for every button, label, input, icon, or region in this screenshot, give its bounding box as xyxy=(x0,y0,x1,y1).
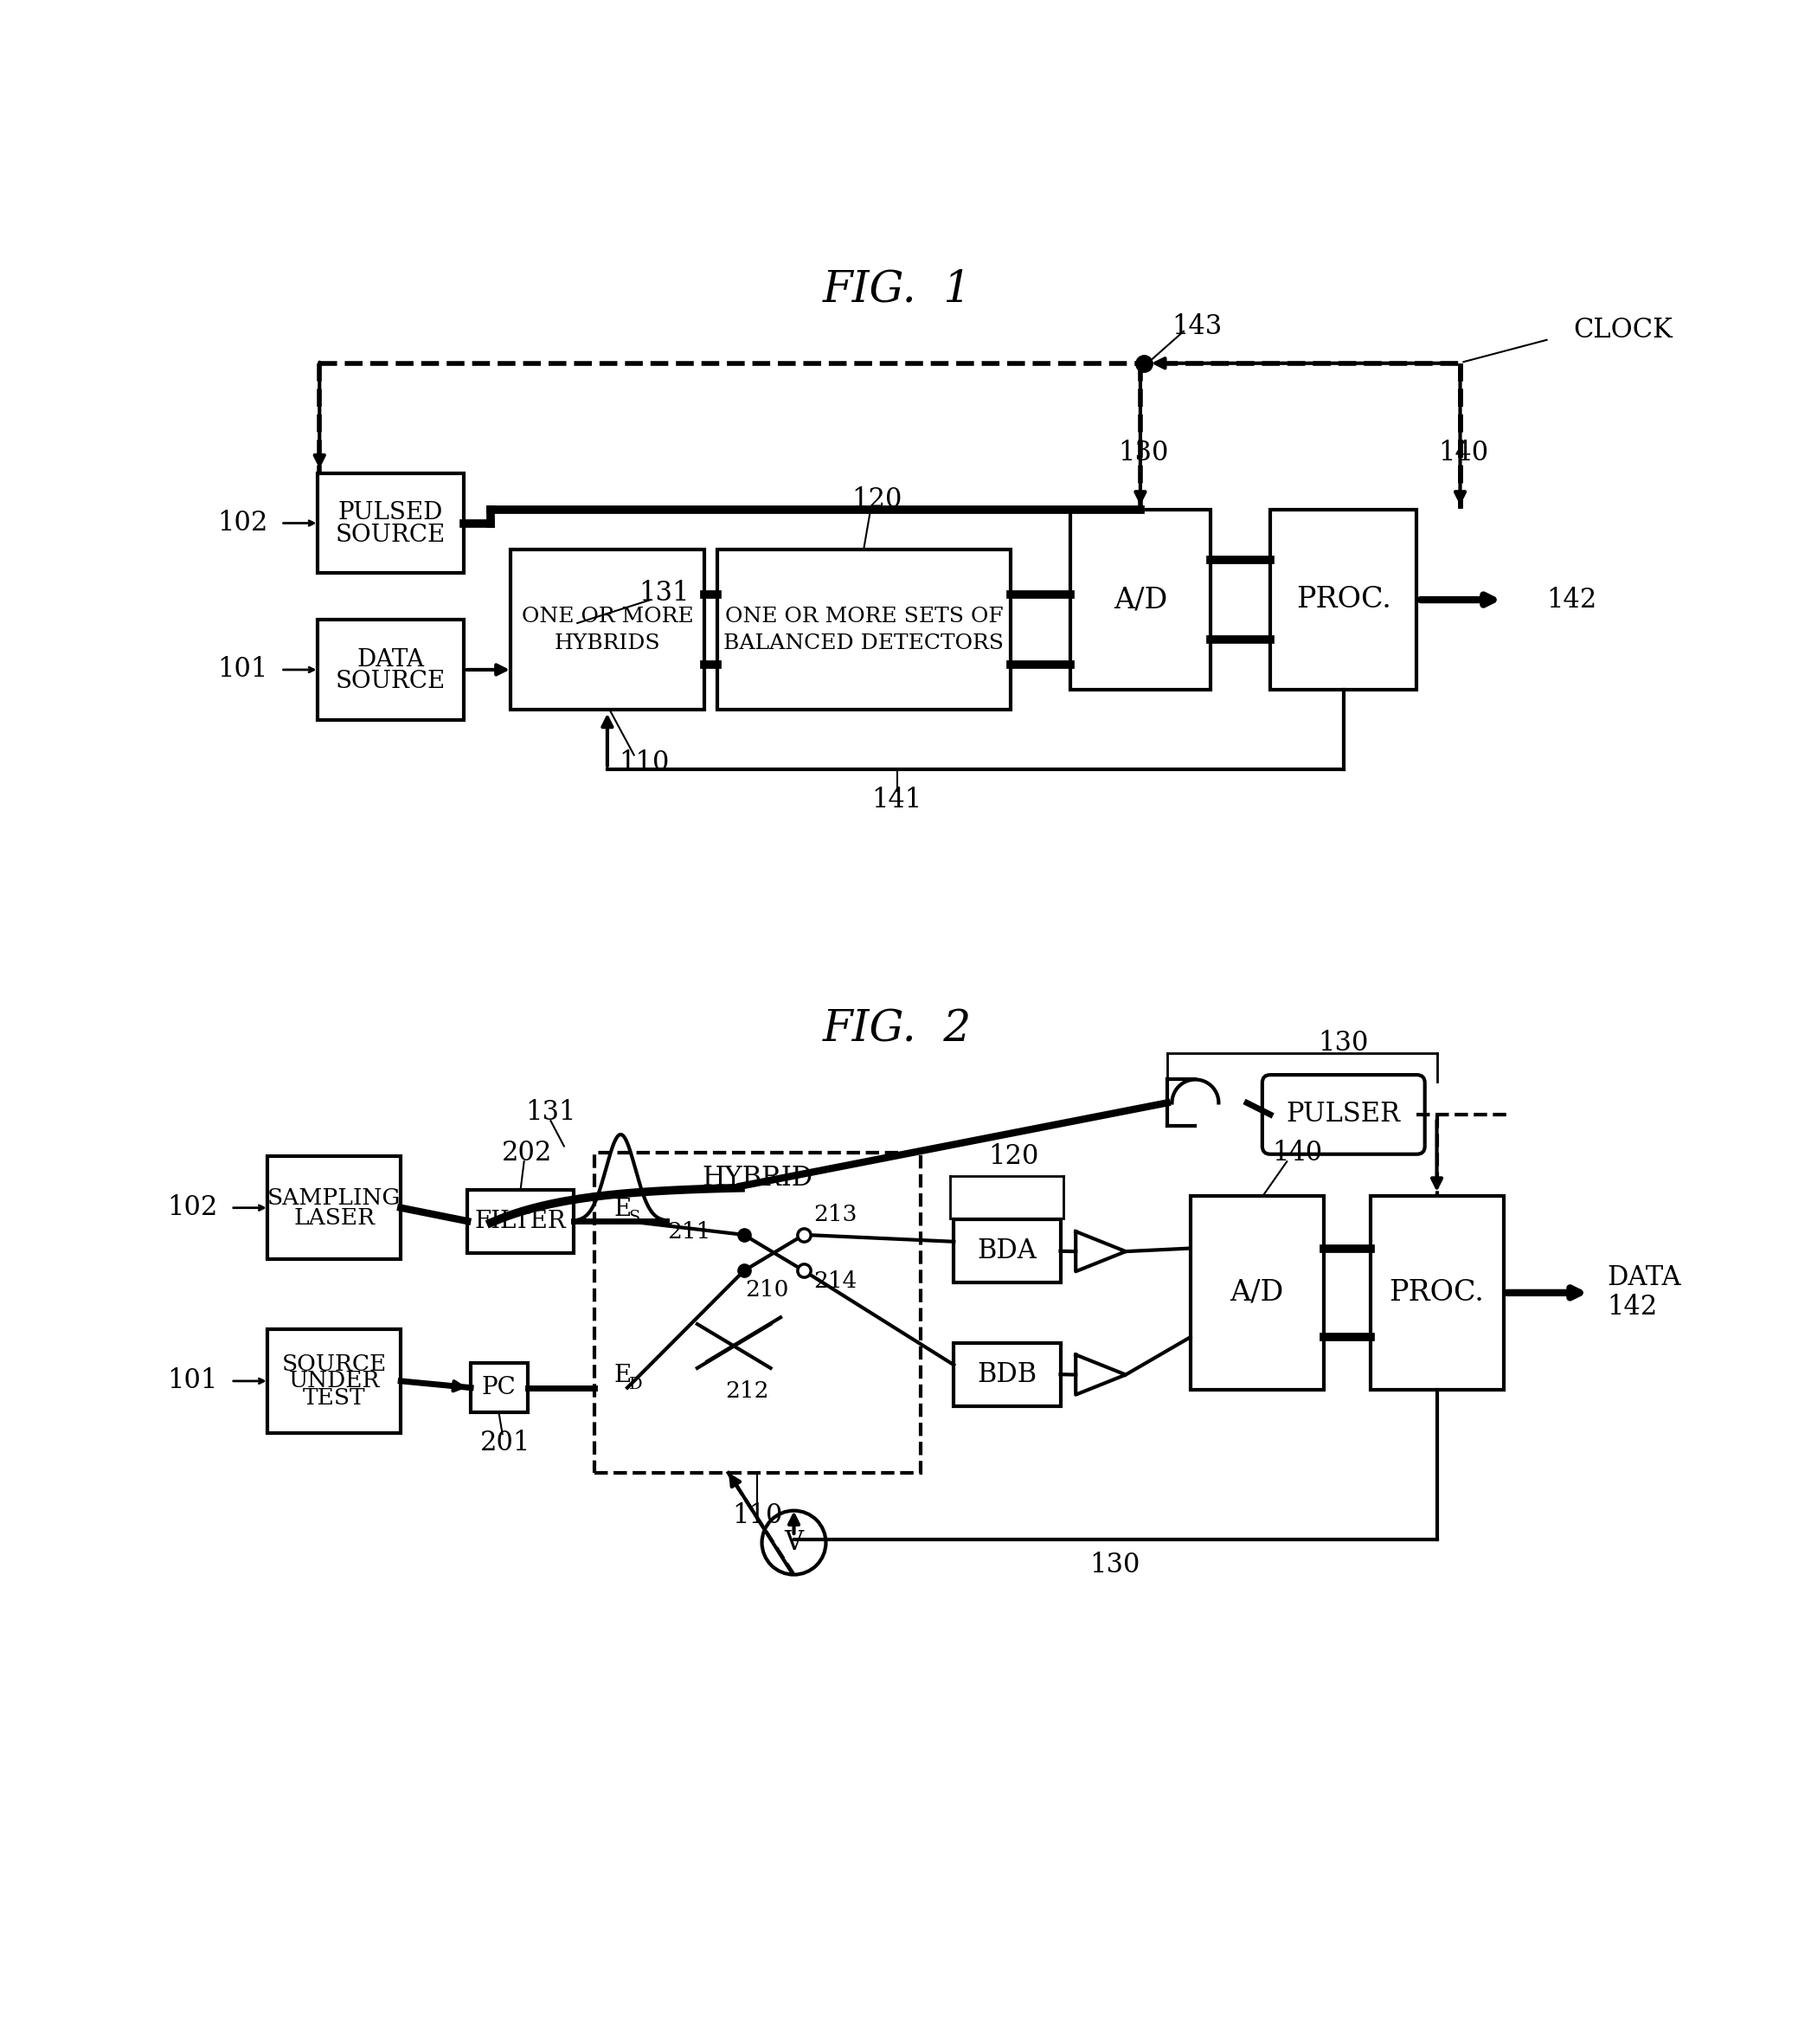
Bar xyxy=(954,1220,1061,1284)
Text: E: E xyxy=(614,1363,632,1388)
Text: 142: 142 xyxy=(1606,1294,1657,1320)
Text: PROC.: PROC. xyxy=(1297,587,1391,613)
Text: 214: 214 xyxy=(813,1269,857,1292)
Text: 202: 202 xyxy=(502,1139,552,1167)
Text: PC: PC xyxy=(482,1376,516,1400)
Text: V: V xyxy=(784,1529,804,1555)
Text: 130: 130 xyxy=(1119,439,1168,466)
Bar xyxy=(1371,1196,1503,1390)
Bar xyxy=(1270,509,1416,689)
Text: 140: 140 xyxy=(1271,1139,1322,1167)
Text: FIG.  1: FIG. 1 xyxy=(822,268,973,311)
Bar xyxy=(717,550,1011,709)
Text: 130: 130 xyxy=(1318,1030,1369,1057)
Bar xyxy=(471,1363,527,1412)
Text: 130: 130 xyxy=(1090,1551,1141,1578)
Text: 101: 101 xyxy=(217,656,268,683)
Bar xyxy=(954,1343,1061,1406)
Text: UNDER: UNDER xyxy=(288,1369,380,1392)
Text: A/D: A/D xyxy=(1230,1280,1284,1306)
Bar xyxy=(1190,1196,1324,1390)
Polygon shape xyxy=(1076,1355,1126,1394)
Text: 110: 110 xyxy=(732,1502,782,1529)
Text: 210: 210 xyxy=(746,1280,790,1300)
Bar xyxy=(594,1153,920,1472)
Text: 213: 213 xyxy=(813,1204,858,1226)
Text: PULSER: PULSER xyxy=(1286,1102,1400,1128)
Text: 101: 101 xyxy=(167,1367,217,1394)
Text: 143: 143 xyxy=(1172,313,1222,339)
Text: PROC.: PROC. xyxy=(1389,1280,1485,1306)
Text: CLOCK: CLOCK xyxy=(1574,317,1673,343)
Text: 141: 141 xyxy=(871,787,922,814)
Text: 110: 110 xyxy=(619,750,670,777)
Text: 140: 140 xyxy=(1438,439,1489,466)
FancyBboxPatch shape xyxy=(1262,1075,1425,1155)
Text: 131: 131 xyxy=(639,580,690,607)
Text: DATA: DATA xyxy=(357,648,424,670)
Text: LASER: LASER xyxy=(293,1206,375,1228)
Bar xyxy=(268,1157,400,1259)
Text: S: S xyxy=(628,1210,639,1226)
Text: 120: 120 xyxy=(851,486,902,513)
Text: SAMPLING: SAMPLING xyxy=(268,1188,400,1208)
Text: PULSED: PULSED xyxy=(339,501,444,525)
Text: HYBRID: HYBRID xyxy=(703,1165,813,1192)
Text: 212: 212 xyxy=(726,1380,770,1402)
Text: HYBRIDS: HYBRIDS xyxy=(554,634,661,652)
Text: 142: 142 xyxy=(1547,587,1597,613)
Text: SOURCE: SOURCE xyxy=(335,523,446,548)
Text: 211: 211 xyxy=(666,1220,710,1243)
Text: 102: 102 xyxy=(167,1194,217,1220)
Bar xyxy=(268,1329,400,1433)
Text: A/D: A/D xyxy=(1114,587,1168,613)
Text: ONE OR MORE: ONE OR MORE xyxy=(522,607,694,625)
Text: 201: 201 xyxy=(480,1429,531,1455)
Text: BALANCED DETECTORS: BALANCED DETECTORS xyxy=(724,634,1003,652)
Text: FILTER: FILTER xyxy=(474,1210,567,1233)
Text: ONE OR MORE SETS OF: ONE OR MORE SETS OF xyxy=(724,607,1003,625)
Bar xyxy=(511,550,704,709)
Text: BDA: BDA xyxy=(978,1239,1038,1265)
Text: DATA: DATA xyxy=(1606,1265,1681,1292)
Bar xyxy=(317,619,464,719)
Polygon shape xyxy=(1076,1230,1126,1271)
Text: BDB: BDB xyxy=(978,1361,1038,1388)
Text: D: D xyxy=(628,1376,643,1392)
Text: SOURCE: SOURCE xyxy=(283,1353,386,1376)
Text: 131: 131 xyxy=(525,1100,576,1126)
Text: FIG.  2: FIG. 2 xyxy=(822,1008,973,1051)
Text: SOURCE: SOURCE xyxy=(335,670,446,693)
Bar xyxy=(467,1190,574,1253)
Text: 120: 120 xyxy=(989,1143,1040,1169)
Bar xyxy=(317,472,464,572)
Text: E: E xyxy=(614,1198,632,1220)
Text: 102: 102 xyxy=(217,509,268,538)
Text: TEST: TEST xyxy=(302,1388,366,1408)
Bar xyxy=(1070,509,1210,689)
